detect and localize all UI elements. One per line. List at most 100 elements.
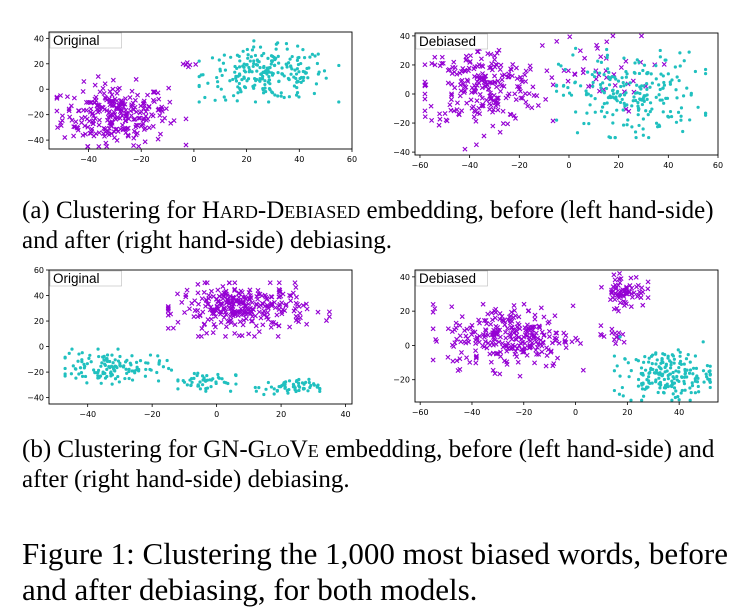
x-tick-label: 60 xyxy=(713,161,723,170)
dot-marker-point xyxy=(600,105,605,109)
dot-marker-point xyxy=(144,367,148,372)
x-marker-point xyxy=(515,359,521,365)
dot-marker-point xyxy=(677,379,681,384)
dot-marker-point xyxy=(669,360,673,364)
dot-marker-point xyxy=(272,387,276,391)
dot-marker-point xyxy=(192,371,196,376)
x-marker-point xyxy=(527,343,533,349)
x-marker-point xyxy=(122,96,128,102)
x-marker-point xyxy=(422,108,428,114)
dot-marker-point xyxy=(654,77,658,81)
x-marker-point xyxy=(104,143,110,149)
x-marker-point xyxy=(487,96,493,102)
dot-marker-point xyxy=(260,76,265,80)
dot-marker-point xyxy=(258,65,262,70)
dot-marker-point xyxy=(254,389,258,393)
dot-marker-point xyxy=(593,70,597,74)
dot-marker-point xyxy=(678,64,682,68)
x-marker-point xyxy=(457,333,463,339)
dot-marker-point xyxy=(246,77,251,81)
dot-marker-point xyxy=(221,61,226,65)
dot-marker-point xyxy=(693,379,697,383)
x-marker-point xyxy=(598,331,604,337)
x-marker-point xyxy=(127,95,133,101)
dot-marker-point xyxy=(675,96,679,100)
dot-marker-point xyxy=(606,96,611,100)
dot-marker-point xyxy=(294,76,298,81)
dot-marker-point xyxy=(704,372,708,376)
x-marker-point xyxy=(149,112,155,118)
dot-marker-point xyxy=(95,371,99,375)
dot-marker-point xyxy=(633,71,637,75)
caption-b: (b) Clustering for GN-GloVe embedding, b… xyxy=(22,435,734,494)
x-marker-point xyxy=(500,108,506,114)
dot-marker-point xyxy=(161,365,165,369)
dot-marker-point xyxy=(133,371,137,375)
x-marker-point xyxy=(539,329,545,335)
dot-marker-point xyxy=(556,62,561,66)
y-tick-label: 0 xyxy=(405,90,410,99)
x-marker-point xyxy=(108,98,113,104)
x-marker-point xyxy=(131,128,137,134)
dot-marker-point xyxy=(635,91,639,95)
dot-marker-point xyxy=(651,353,655,357)
x-marker-point xyxy=(96,122,102,128)
y-tick-label: 40 xyxy=(34,292,44,301)
dot-marker-point xyxy=(217,58,221,62)
dot-marker-point xyxy=(298,76,302,81)
dot-marker-point xyxy=(78,366,83,370)
x-marker-point xyxy=(495,324,501,330)
dot-marker-point xyxy=(674,389,678,393)
x-marker-point xyxy=(294,294,299,300)
dot-marker-point xyxy=(337,63,341,68)
dot-marker-point xyxy=(611,121,615,125)
x-marker-point xyxy=(463,84,469,90)
x-marker-point xyxy=(470,104,476,110)
x-marker-point xyxy=(249,318,255,324)
dot-marker-point xyxy=(650,362,654,366)
x-marker-point xyxy=(251,333,257,339)
x-marker-point xyxy=(516,314,522,320)
x-marker-point xyxy=(422,91,428,97)
dot-marker-point xyxy=(236,91,240,95)
x-marker-point xyxy=(497,334,503,340)
x-marker-point xyxy=(492,371,498,377)
dot-marker-point xyxy=(148,353,153,357)
dot-marker-point xyxy=(111,361,115,365)
dot-marker-point xyxy=(316,52,320,56)
x-marker-point xyxy=(81,107,87,113)
dot-marker-point xyxy=(639,366,644,370)
dot-marker-point xyxy=(659,361,663,365)
dot-marker-point xyxy=(645,82,649,86)
data-points xyxy=(422,33,708,152)
dot-marker-point xyxy=(251,64,255,69)
dot-marker-point xyxy=(314,82,319,86)
x-tick-label: −60 xyxy=(412,161,429,170)
x-marker-point xyxy=(93,94,99,100)
x-marker-point xyxy=(69,117,75,123)
x-marker-point xyxy=(500,318,506,324)
x-tick-label: 20 xyxy=(242,155,252,164)
x-marker-point xyxy=(81,78,87,84)
caption-b-model-name: GN-GloVe xyxy=(203,436,319,463)
dot-marker-point xyxy=(679,362,683,367)
dot-marker-point xyxy=(122,364,126,368)
dot-marker-point xyxy=(266,380,270,385)
dot-marker-point xyxy=(657,376,661,380)
dot-marker-point xyxy=(676,110,681,114)
dot-marker-point xyxy=(234,79,239,83)
dot-marker-point xyxy=(625,123,629,127)
x-marker-point xyxy=(478,56,484,62)
dot-marker-point xyxy=(707,378,712,383)
x-marker-point xyxy=(243,316,249,322)
dot-marker-point xyxy=(620,76,624,80)
dot-marker-point xyxy=(693,377,697,381)
dot-marker-point xyxy=(591,84,595,88)
x-marker-point xyxy=(459,77,465,83)
x-marker-point xyxy=(276,280,282,286)
dot-marker-point xyxy=(63,366,67,371)
dot-marker-point xyxy=(108,371,113,375)
x-marker-point xyxy=(514,83,520,89)
x-marker-point xyxy=(136,115,142,121)
x-marker-point xyxy=(210,330,216,336)
